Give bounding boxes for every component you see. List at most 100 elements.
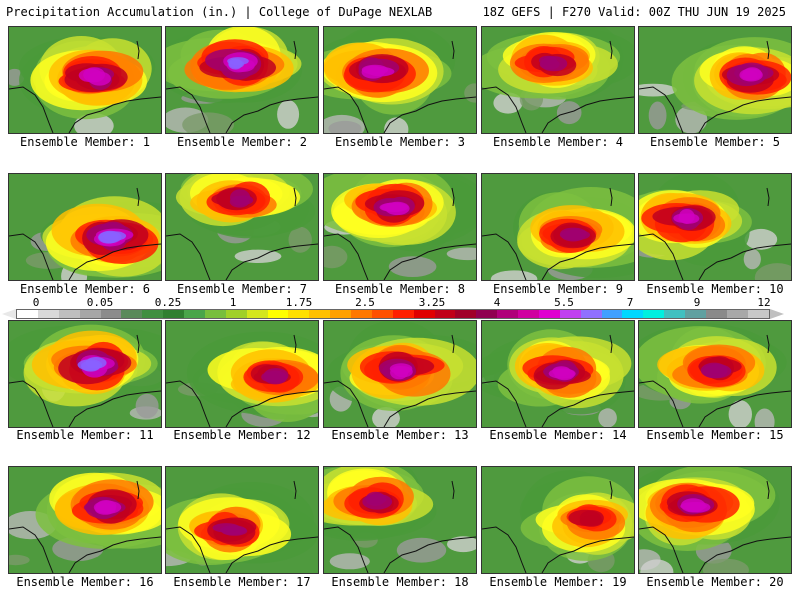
- colorbar-segment: [204, 310, 226, 318]
- ensemble-member-label: Ensemble Member: 18: [331, 575, 469, 589]
- precip-field: [9, 467, 161, 573]
- colorbar-tick-label: 3.25: [418, 296, 446, 309]
- ensemble-member-map: [481, 320, 635, 428]
- ensemble-member-label: Ensemble Member: 6: [19, 282, 151, 296]
- ensemble-member-label: Ensemble Member: 14: [489, 428, 627, 442]
- colorbar-segment: [351, 310, 372, 318]
- ensemble-member-label: Ensemble Member: 9: [492, 282, 624, 296]
- ensemble-member-label: Ensemble Member: 15: [646, 428, 784, 442]
- ensemble-member-map: [8, 26, 162, 134]
- precip-field: [324, 174, 476, 280]
- ensemble-member-map: [323, 26, 477, 134]
- ensemble-member-map: [8, 173, 162, 281]
- colorbar-segment: [726, 310, 748, 318]
- ensemble-member-map: [481, 173, 635, 281]
- ensemble-member-label: Ensemble Member: 10: [646, 282, 784, 296]
- colorbar-segment: [163, 310, 184, 318]
- ensemble-member-label: Ensemble Member: 20: [646, 575, 784, 589]
- ensemble-member-label: Ensemble Member: 2: [176, 135, 308, 149]
- header: Precipitation Accumulation (in.) | Colle…: [0, 0, 800, 22]
- ensemble-member-map: [165, 320, 319, 428]
- colorbar-segment: [330, 310, 351, 318]
- colorbar-segment: [58, 310, 80, 318]
- precip-field: [639, 174, 791, 280]
- ensemble-member-label: Ensemble Member: 3: [334, 135, 466, 149]
- colorbar-tick-label: 4: [493, 296, 501, 309]
- ensemble-member-label: Ensemble Member: 1: [19, 135, 151, 149]
- colorbar-segment: [142, 310, 164, 318]
- precip-field: [9, 174, 161, 280]
- ensemble-member-map: [165, 26, 319, 134]
- colorbar-segment: [184, 310, 205, 318]
- colorbar-tick-label: 2.5: [355, 296, 375, 309]
- ensemble-member-label: Ensemble Member: 5: [649, 135, 781, 149]
- ensemble-member-label: Ensemble Member: 4: [492, 135, 624, 149]
- ensemble-member-map: [8, 466, 162, 574]
- colorbar-segment: [100, 310, 122, 318]
- precip-field: [9, 321, 161, 427]
- colorbar-segment: [664, 310, 685, 318]
- colorbar-tick-label: 12: [757, 296, 771, 309]
- colorbar-segment: [371, 310, 393, 318]
- colorbar-segment: [559, 310, 581, 318]
- colorbar-tick-label: 1.75: [285, 296, 313, 309]
- precip-field: [166, 467, 318, 573]
- ensemble-member-map: [638, 26, 792, 134]
- ensemble-member-map: [8, 320, 162, 428]
- ensemble-member-label: Ensemble Member: 8: [334, 282, 466, 296]
- colorbar-segment: [392, 310, 414, 318]
- colorbar-segment: [497, 310, 518, 318]
- colorbar-tick-label: 9: [693, 296, 701, 309]
- colorbar-segment: [622, 310, 644, 318]
- precip-field: [324, 27, 476, 133]
- valid-time-label: 18Z GEFS | F270 Valid: 00Z THU JUN 19 20…: [482, 5, 786, 19]
- precip-field: [482, 27, 634, 133]
- ensemble-member-map: [481, 26, 635, 134]
- precip-field: [166, 27, 318, 133]
- colorbar-segment: [309, 310, 331, 318]
- ensemble-member-map: [481, 466, 635, 574]
- ensemble-member-map: [638, 320, 792, 428]
- colorbar-legend: 0 0.05 0.25 1 1.75 2.5 3.25 4 5.5 7 9 12: [0, 296, 800, 319]
- colorbar-tick-label: 5.5: [554, 296, 574, 309]
- precip-field: [639, 321, 791, 427]
- colorbar-segment: [267, 310, 289, 318]
- colorbar-tick-label: 0.05: [86, 296, 114, 309]
- colorbar-segment: [434, 310, 456, 318]
- colorbar-segment: [413, 310, 435, 318]
- precip-field: [639, 27, 791, 133]
- colorbar-segment: [747, 310, 769, 318]
- colorbar-segment: [79, 310, 101, 318]
- colorbar-tick-label: 0.25: [154, 296, 182, 309]
- colorbar-segment: [580, 310, 602, 318]
- ensemble-member-label: Ensemble Member: 12: [173, 428, 311, 442]
- colorbar-segment: [643, 310, 665, 318]
- ensemble-member-label: Ensemble Member: 17: [173, 575, 311, 589]
- colorbar-segment: [37, 310, 59, 318]
- colorbar-segment: [685, 310, 706, 318]
- ensemble-member-map: [323, 466, 477, 574]
- precip-field: [482, 467, 634, 573]
- ensemble-member-label: Ensemble Member: 7: [176, 282, 308, 296]
- colorbar-segment: [538, 310, 560, 318]
- precip-field: [166, 174, 318, 280]
- colorbar-segment: [288, 310, 310, 318]
- colorbar-tick-label: 1: [229, 296, 237, 309]
- colorbar-tick-label: 0: [32, 296, 40, 309]
- colorbar-segment: [601, 310, 623, 318]
- colorbar-tick-label: 7: [626, 296, 634, 309]
- precip-field: [166, 321, 318, 427]
- colorbar-segment: [121, 310, 143, 318]
- map-title: Precipitation Accumulation (in.) | Colle…: [6, 5, 433, 19]
- colorbar-left-arrow: [2, 309, 16, 319]
- ensemble-member-map: [165, 173, 319, 281]
- colorbar-right-arrow: [770, 309, 784, 319]
- ensemble-member-map: [323, 320, 477, 428]
- colorbar-segment: [476, 310, 498, 318]
- precip-field: [9, 27, 161, 133]
- ensemble-member-map: [165, 466, 319, 574]
- ensemble-member-label: Ensemble Member: 16: [16, 575, 154, 589]
- ensemble-member-label: Ensemble Member: 13: [331, 428, 469, 442]
- colorbar-segment: [705, 310, 727, 318]
- colorbar-segment: [455, 310, 477, 318]
